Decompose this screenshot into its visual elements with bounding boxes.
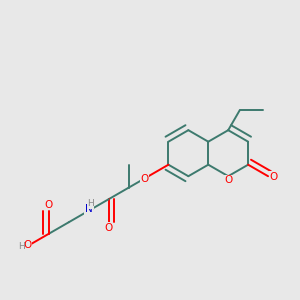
Text: O: O xyxy=(104,223,113,233)
Text: H: H xyxy=(87,199,94,208)
Text: O: O xyxy=(224,176,232,185)
Text: O: O xyxy=(45,200,53,210)
Text: O: O xyxy=(140,174,149,184)
Text: N: N xyxy=(85,204,93,214)
Text: H: H xyxy=(18,242,25,251)
Text: O: O xyxy=(23,240,32,250)
Text: O: O xyxy=(270,172,278,182)
